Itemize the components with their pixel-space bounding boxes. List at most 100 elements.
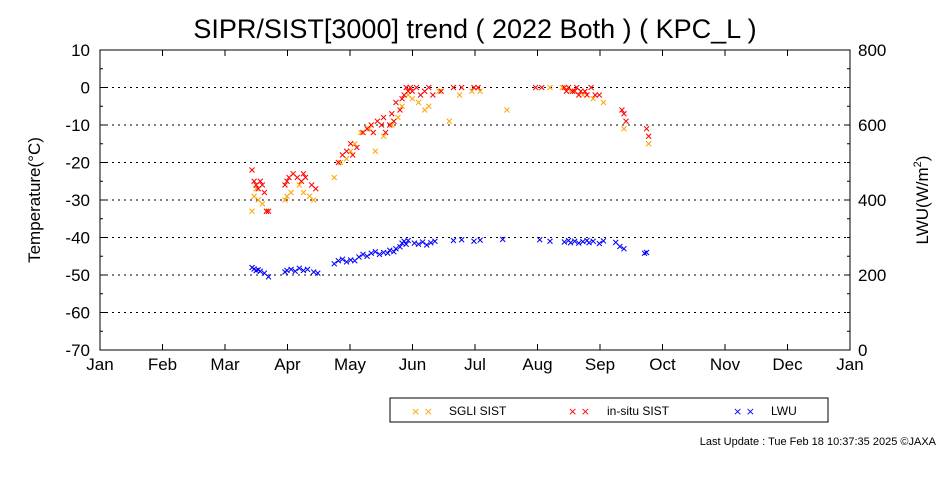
legend-label-lwu: LWU [771,404,797,418]
data-point [251,178,257,185]
series-lwu [249,236,650,280]
data-point [617,243,623,250]
data-point [335,159,342,166]
data-point [368,250,375,257]
data-point [409,95,416,102]
data-point [536,236,543,243]
data-point [430,92,436,98]
data-point [249,208,255,215]
data-point [335,257,342,264]
data-point [265,208,272,215]
x-tick-label: Nov [710,355,741,374]
data-point [360,251,366,258]
y-tick-label: -40 [65,229,90,248]
data-point [397,244,403,250]
data-point [586,239,592,246]
data-point [300,267,307,274]
data-point [370,129,377,136]
y-tick-label: -70 [65,341,90,360]
data-point [621,110,627,117]
data-point [643,125,650,132]
data-point [397,107,403,113]
x-tick-label: Apr [274,355,301,374]
data-point [621,125,627,132]
data-point [411,240,418,246]
data-point [378,122,385,128]
y-tick-label: 0 [81,79,90,98]
data-point [446,118,453,125]
legend-item-lwu: × × LWU [733,404,797,418]
data-point [403,84,410,91]
data-point [368,122,375,128]
data-point [376,251,383,258]
last-update-text: Last Update : Tue Feb 18 10:37:35 2025 ©… [699,436,936,448]
x-tick-label: Jan [86,355,113,374]
data-point [405,237,412,244]
x-tick-label: Jun [399,355,426,374]
data-point [288,189,294,196]
data-point [380,133,387,140]
data-point [347,148,354,155]
x-tick-label: Oct [649,355,676,374]
y-tick-label: -10 [65,116,90,135]
data-point [393,245,399,252]
series-in-situ-sist [249,84,652,215]
y2-tick-label: 800 [858,41,886,60]
data-point [477,237,483,243]
data-point [384,250,391,257]
data-point [450,237,457,244]
x-tick-label: Aug [522,355,552,374]
data-point [600,238,607,244]
data-point [575,92,582,98]
data-point [310,269,317,275]
data-point [456,92,463,98]
data-point [596,92,603,98]
data-point [592,92,599,98]
legend-box [389,397,829,423]
data-point [477,88,483,95]
data-point [390,248,397,255]
data-point [358,129,364,136]
data-point [312,185,319,192]
data-point [257,178,264,185]
data-point [314,270,321,276]
data-point [619,107,625,113]
data-points [249,84,652,280]
data-point [261,189,268,196]
data-point [458,84,465,91]
x-tick-label: Sep [585,355,615,374]
data-point [471,84,477,91]
data-point [296,182,303,188]
x-tick-label: Dec [772,355,803,374]
x-tick-label: Jul [464,355,486,374]
y-tick-label: -60 [65,304,90,323]
data-point [372,148,379,155]
data-point [364,253,370,260]
data-point [296,265,303,272]
data-point [390,118,397,125]
y2-tick-label: 0 [858,341,867,360]
data-point [257,268,264,275]
data-point [590,95,597,102]
data-point [372,248,379,255]
data-point [425,103,432,110]
data-point [353,144,360,151]
data-point [580,92,586,98]
data-point [432,238,438,245]
legend-marker-sgli: × × [411,405,433,418]
data-point [423,242,430,248]
data-point [407,84,414,91]
data-point [561,239,568,245]
data-point [399,95,405,102]
data-point [503,107,510,113]
data-point [284,178,290,185]
data-point [380,114,387,121]
data-point [249,167,255,173]
data-point [259,182,266,188]
data-point [575,240,582,246]
legend-item-insitu: × × in-situ SIST [568,404,670,418]
data-point [292,268,299,275]
data-point [471,238,477,245]
data-point [343,259,350,265]
data-point [282,182,288,188]
